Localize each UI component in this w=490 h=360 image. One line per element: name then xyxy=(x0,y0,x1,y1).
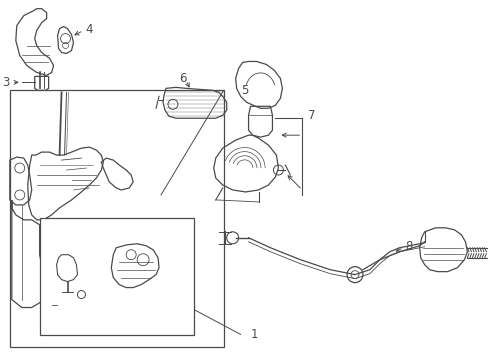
Text: 6: 6 xyxy=(179,72,186,85)
Text: 7: 7 xyxy=(308,109,316,122)
Bar xyxy=(10,90,224,347)
Text: 4: 4 xyxy=(85,23,93,36)
Text: 5: 5 xyxy=(241,84,248,97)
Text: 3: 3 xyxy=(2,76,10,89)
Text: 1: 1 xyxy=(250,328,258,341)
Text: 8: 8 xyxy=(406,240,413,253)
Bar xyxy=(40,218,194,336)
Text: 2: 2 xyxy=(45,298,52,311)
